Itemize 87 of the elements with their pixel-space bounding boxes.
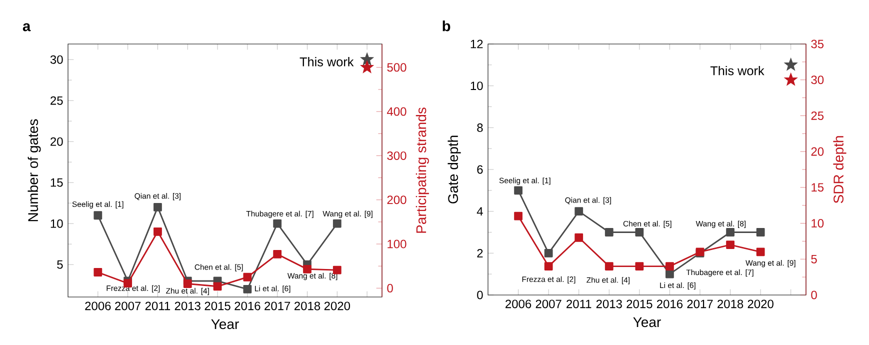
annotation: This work xyxy=(300,57,354,66)
point xyxy=(273,250,282,258)
chart-title: b xyxy=(442,20,450,32)
x-tick-label: 2018 xyxy=(718,300,744,308)
x-tick-label: 2006 xyxy=(85,302,111,310)
point xyxy=(273,219,282,228)
y-tick-label: 6 xyxy=(477,165,483,174)
x-tick-label: 2007 xyxy=(115,302,141,310)
point xyxy=(635,262,644,270)
point xyxy=(94,268,102,276)
point xyxy=(213,282,222,291)
point xyxy=(544,262,553,270)
x-tick-label: 2013 xyxy=(174,302,200,310)
point xyxy=(94,211,102,220)
y-tick-label: 10 xyxy=(470,82,483,90)
y-axis-title: Number of gates xyxy=(28,119,41,222)
point xyxy=(604,228,614,236)
point xyxy=(756,228,765,236)
point xyxy=(726,228,734,236)
point xyxy=(756,248,765,256)
y2-tick-label: 15 xyxy=(812,183,824,192)
y-tick-label: 12 xyxy=(470,40,483,48)
y-tick-label: 2 xyxy=(477,248,483,258)
y-tick-label: 5 xyxy=(57,260,63,269)
x-tick-label: 2016 xyxy=(234,302,260,310)
x-tick-label: 2011 xyxy=(145,302,170,310)
point xyxy=(574,233,584,242)
point xyxy=(360,52,374,66)
chart-title: a xyxy=(22,23,31,32)
x-tick-label: 2016 xyxy=(656,300,683,308)
x-tick-label: 2015 xyxy=(204,302,230,310)
x-axis-title: Year xyxy=(211,319,239,330)
point xyxy=(666,262,674,270)
point xyxy=(154,227,162,236)
point xyxy=(635,228,644,236)
point xyxy=(514,186,522,195)
x-tick-label: 2013 xyxy=(596,300,622,308)
point xyxy=(574,207,584,216)
y-tick-label: 0 xyxy=(477,290,483,300)
y-tick-label: 25 xyxy=(50,96,63,105)
x-tick-label: 2018 xyxy=(294,302,320,310)
y-tick-label: 8 xyxy=(477,123,483,132)
y2-tick-label: 35 xyxy=(811,40,824,48)
point xyxy=(303,264,312,274)
x-tick-label: 2015 xyxy=(626,300,652,308)
point xyxy=(332,219,342,228)
point xyxy=(784,72,798,86)
y2-tick-label: 20 xyxy=(811,147,824,156)
y2-tick-label: 25 xyxy=(811,111,824,120)
x-tick-label: 2020 xyxy=(748,300,774,308)
y2-tick-label: 200 xyxy=(387,196,406,204)
x-tick-label: 2017 xyxy=(687,300,713,308)
y2-tick-label: 300 xyxy=(387,151,406,160)
y2-tick-label: 30 xyxy=(811,76,824,84)
y-tick-label: 10 xyxy=(50,219,63,228)
x-tick-label: 2007 xyxy=(536,300,562,308)
y2-axis-title: Participating strands xyxy=(416,108,429,233)
x-tick-label: 2017 xyxy=(264,302,290,310)
point xyxy=(544,248,553,258)
y2-tick-label: 0 xyxy=(811,290,817,300)
x-tick-label: 2006 xyxy=(506,300,532,308)
annotation: This work xyxy=(710,66,764,76)
point xyxy=(666,270,674,278)
point xyxy=(604,262,614,270)
x-tick-label: 2020 xyxy=(324,302,350,310)
y-tick-label: 30 xyxy=(50,55,63,64)
y2-tick-label: 100 xyxy=(388,240,406,248)
y2-tick-label: 5 xyxy=(811,254,817,264)
point xyxy=(243,272,252,282)
y2-tick-label: 400 xyxy=(386,107,406,116)
point xyxy=(514,212,522,220)
point xyxy=(154,202,162,212)
point xyxy=(784,58,798,71)
point xyxy=(726,240,734,249)
y-tick-label: 15 xyxy=(50,178,63,187)
y2-tick-label: 500 xyxy=(387,63,406,72)
y2-tick-label: 0 xyxy=(387,284,393,292)
y2-tick-label: 10 xyxy=(812,219,824,228)
y-axis-title: Gate depth xyxy=(448,136,461,204)
x-axis-title: Year xyxy=(633,317,661,328)
y-tick-label: 4 xyxy=(476,207,483,216)
point xyxy=(360,60,374,74)
y2-axis-title: SDR depth xyxy=(833,136,846,204)
x-tick-label: 2011 xyxy=(566,300,592,308)
y-tick-label: 20 xyxy=(50,137,63,146)
point xyxy=(243,284,252,294)
point xyxy=(183,280,192,288)
